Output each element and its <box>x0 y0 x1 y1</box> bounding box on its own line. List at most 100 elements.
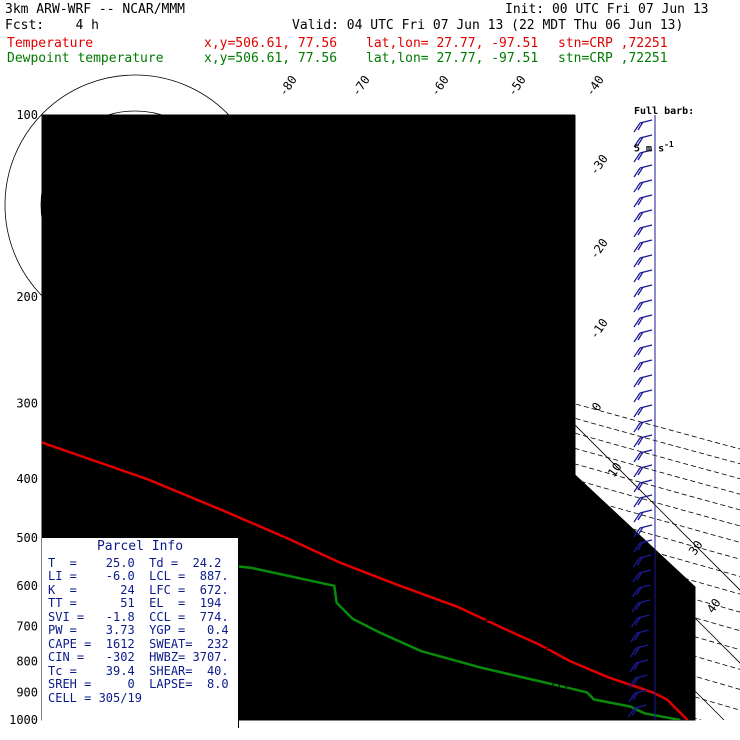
wind-barb <box>633 479 653 493</box>
parcel-info-row: CIN = -302 HWBZ= 3707. <box>48 650 229 664</box>
level-markers: <-EL <-LFC <-CCL <-LCL <box>322 283 577 693</box>
wind-barb-staff <box>639 209 653 214</box>
wind-barb-flag <box>633 467 641 478</box>
isotherm-label: 30 <box>686 538 706 558</box>
wind-barb-flag <box>631 602 639 613</box>
wind-barb <box>630 629 650 643</box>
barb-legend-line2: 5 m s-1 <box>634 139 694 154</box>
wind-barb-flag <box>637 421 644 431</box>
speed-scale-label: 12 <box>111 299 125 313</box>
theta-label: 440 <box>519 125 539 138</box>
wind-barb <box>632 569 652 583</box>
wind-barb <box>633 119 653 133</box>
wind-barb <box>633 269 653 283</box>
wind-barb-flag <box>633 347 641 358</box>
pressure-label-800: 800 <box>16 654 38 668</box>
wind-barb-flag <box>637 211 644 221</box>
wind-barb-staff <box>639 284 653 289</box>
wind-barb-flag <box>633 122 641 133</box>
wind-barb <box>628 689 648 703</box>
wind-barb-flag <box>633 542 641 553</box>
wind-barb <box>633 209 653 223</box>
wind-barb-flag <box>633 437 641 448</box>
wind-barb <box>627 704 647 718</box>
forecast-hour: Fcst: 4 h <box>5 18 99 33</box>
wind-barb-flag <box>633 527 641 538</box>
level-marker: <-LFC <box>500 605 533 618</box>
isotherm-label: -70 <box>349 73 373 99</box>
dew-station: stn=CRP ,72251 <box>558 51 668 66</box>
wind-barb-staff <box>639 389 653 394</box>
isotherm-label: -50 <box>505 73 529 99</box>
wind-barb-flag <box>633 257 641 268</box>
wind-barb-staff <box>639 254 653 259</box>
wind-barb-flag <box>637 496 644 506</box>
wind-barb-flag <box>637 151 644 161</box>
wind-barb-staff <box>639 404 653 409</box>
speed-scale-label: 28 <box>405 299 419 313</box>
wind-barb-staff <box>639 269 653 274</box>
dew-legend-label: Dewpoint temperature <box>7 51 164 66</box>
pressure-label-1000: 1000 <box>9 713 38 727</box>
wind-barb <box>629 659 649 673</box>
hodograph-trace <box>117 137 224 230</box>
dew-latlon: lat,lon= 27.77, -97.51 <box>366 51 539 66</box>
theta-label-left: 270 <box>46 495 66 508</box>
wind-barb-flag <box>629 662 637 673</box>
wind-barb-staff <box>639 479 653 484</box>
wind-barb-staff <box>639 224 653 229</box>
speed-scale-label: 32 <box>502 299 516 313</box>
wind-barb-staff <box>639 464 653 469</box>
theta-label-left: 280 <box>46 423 66 436</box>
wind-barb-flag <box>633 182 641 193</box>
wind-barb-staff <box>639 524 653 529</box>
wind-barb-flag <box>637 226 644 236</box>
parcel-info-row: T = 25.0 Td = 24.2 <box>48 555 222 570</box>
wind-barb-staff <box>639 299 653 304</box>
pressure-label-500: 500 <box>16 531 38 545</box>
wind-barb <box>633 524 653 538</box>
barb-legend: Full barb: 5 m s-1 <box>634 84 694 165</box>
wind-barb-flag <box>633 332 641 343</box>
wind-barb-staff <box>639 374 653 379</box>
wind-barb <box>633 494 653 508</box>
mixing-ratio-label: 20 <box>536 611 549 624</box>
wind-barb-flag <box>637 481 644 491</box>
parcel-info-row: SREH = 0 LAPSE= 8.0 <box>48 677 229 691</box>
wind-barb-flag <box>631 587 640 598</box>
level-marker: <-CCL <box>544 643 577 656</box>
hodograph-ring <box>114 184 156 226</box>
wind-barb-flag <box>629 647 638 658</box>
wind-barb-flag <box>637 526 644 536</box>
speed-scale-label: 8 <box>67 299 74 313</box>
wind-barb-flag <box>633 302 641 313</box>
wind-barb-flag <box>637 121 644 131</box>
wind-barb <box>631 584 651 598</box>
wind-barb-staff <box>639 509 653 514</box>
temp-latlon: lat,lon= 27.77, -97.51 <box>366 36 539 51</box>
wind-barb-flag <box>635 601 642 611</box>
wind-barb <box>628 674 648 688</box>
init-time: Init: 00 UTC Fri 07 Jun 13 <box>505 2 709 17</box>
wind-barb <box>633 179 653 193</box>
wind-barb-flag <box>633 242 641 253</box>
wind-barb-staff <box>639 194 653 199</box>
wind-barb-flag <box>633 392 641 403</box>
wind-barb <box>633 359 653 373</box>
barb-legend-units: 5 m s <box>634 143 665 155</box>
wind-barb-flag <box>637 541 644 551</box>
profile-series <box>42 441 689 720</box>
parcel-info-row: PW = 3.73 YGP = 0.4 <box>48 623 229 637</box>
parcel-info-row: SVI = -1.8 CCL = 774. <box>48 609 229 624</box>
wind-barb <box>633 254 653 268</box>
wind-barb-flag <box>637 271 644 281</box>
wind-barb-flag <box>637 391 644 401</box>
wind-barb-flag <box>633 212 641 223</box>
theta-label: 420 <box>442 125 462 138</box>
wind-barb-flag <box>627 707 636 718</box>
wind-barb-flag <box>637 316 644 326</box>
wind-barb-staff <box>639 179 653 184</box>
wind-barb-flag <box>637 331 644 341</box>
pressure-label-700: 700 <box>16 619 38 633</box>
wind-barb-flag <box>633 152 641 163</box>
